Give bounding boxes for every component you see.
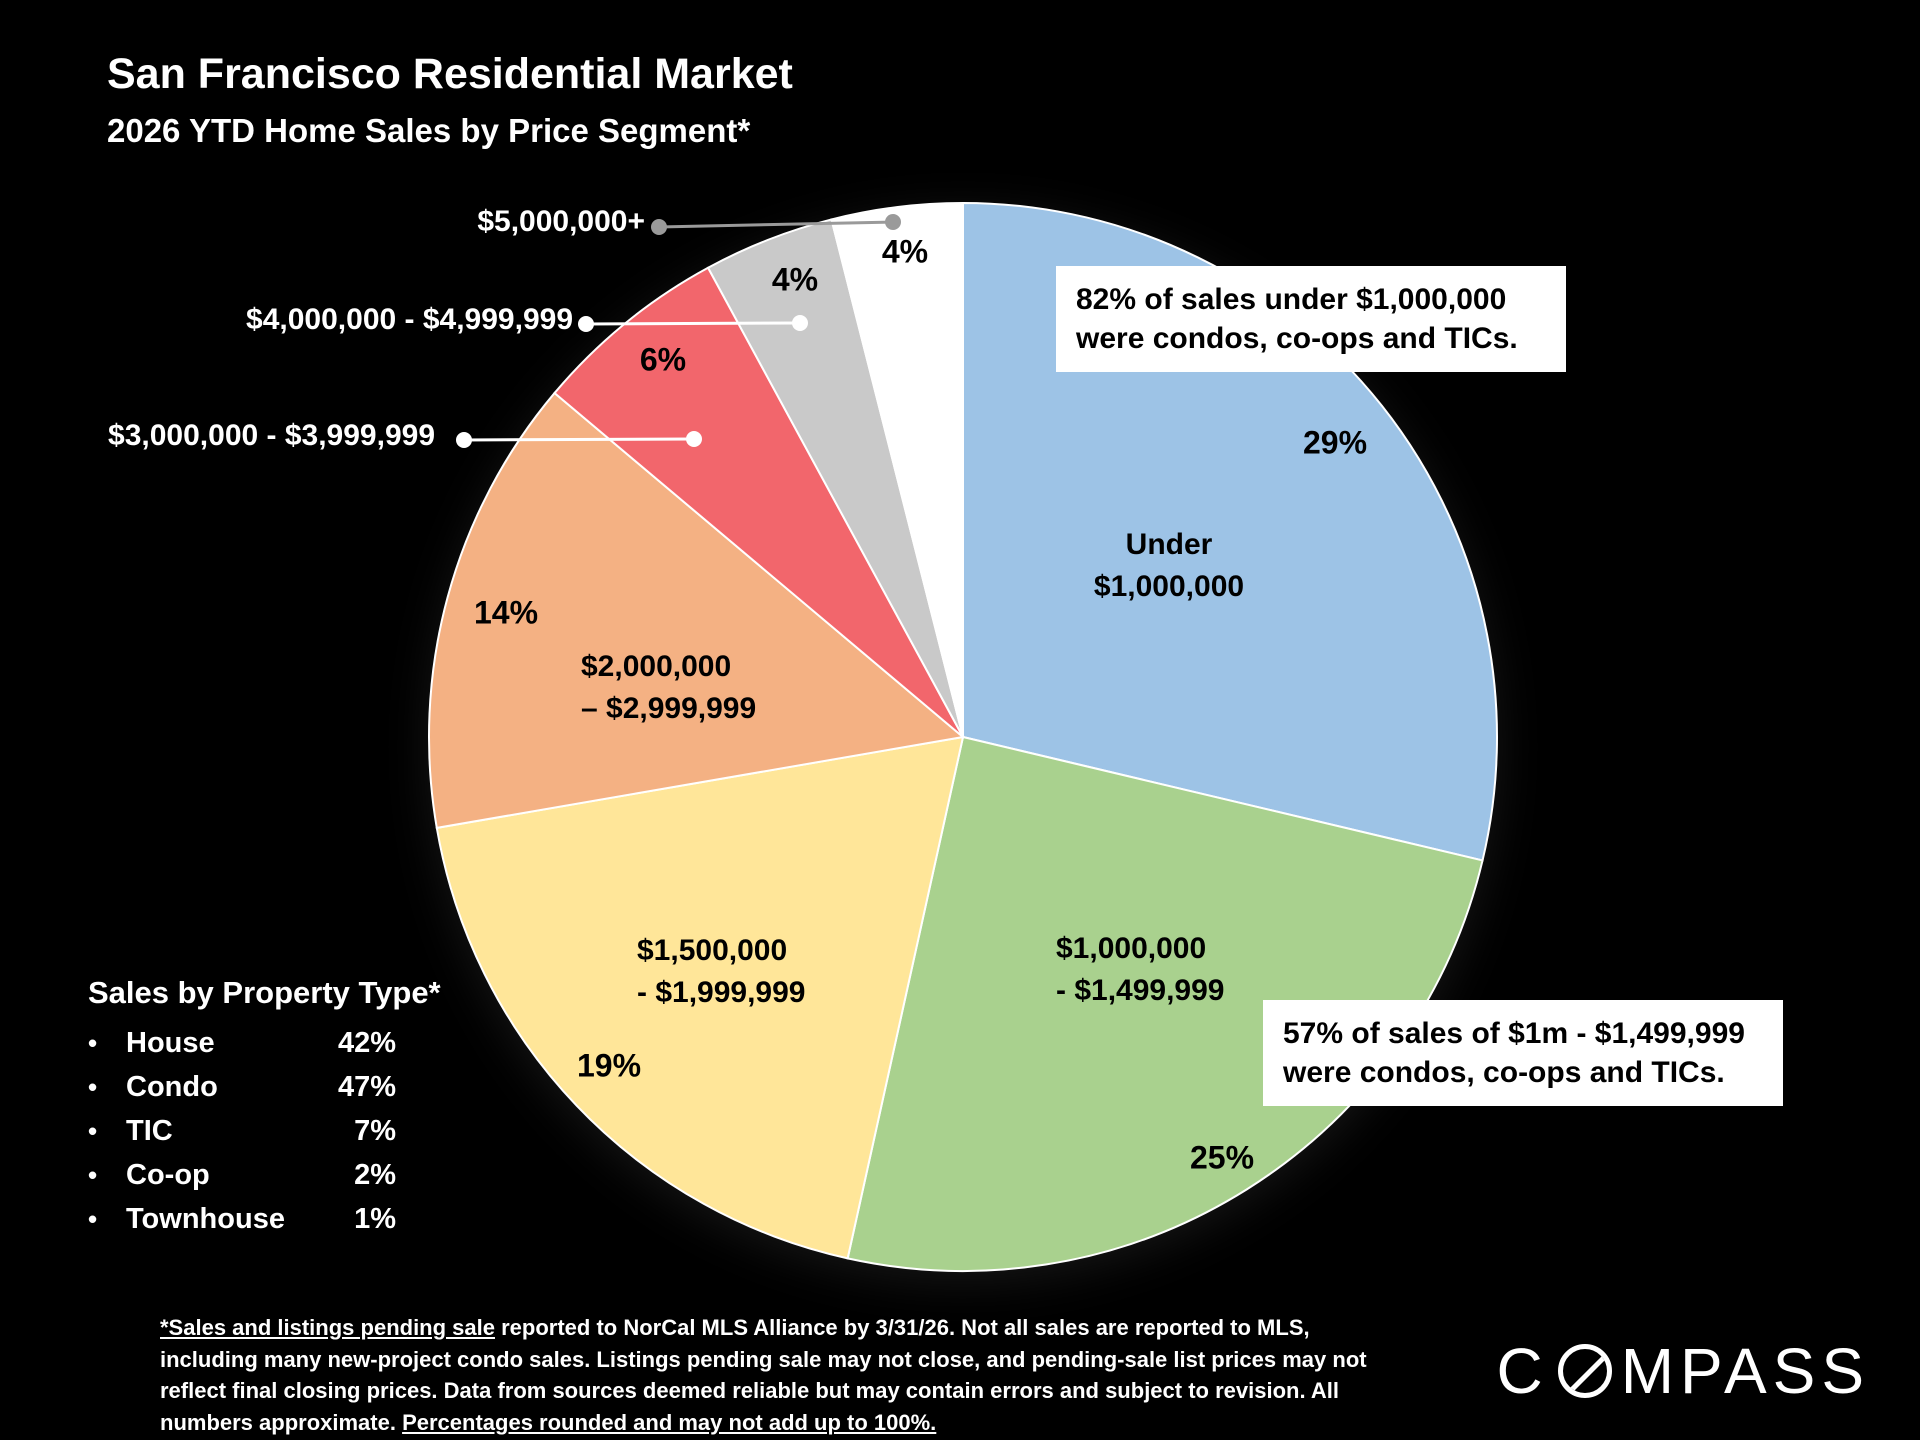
property-type-pct: 42% [337, 1027, 396, 1059]
bullet-icon: • [88, 1160, 98, 1190]
logo-text-left: C [1496, 1335, 1549, 1407]
pct-2m: 14% [473, 594, 539, 631]
property-type-item: • Condo 47% [88, 1071, 441, 1104]
pct-4m: 4% [771, 261, 819, 298]
property-type-item: • Co-op 2% [88, 1159, 441, 1192]
pct-5m: 4% [881, 233, 929, 270]
pie-chart [428, 201, 1498, 1272]
property-type-pct: 47% [337, 1071, 396, 1103]
footnote-underline-1: *Sales and listings pending sale [160, 1315, 495, 1340]
property-type-list: • House 42% • Condo 47% • TIC 7% • Co-op 2% • Townhou… [88, 1027, 441, 1236]
bullet-icon: • [88, 1028, 98, 1058]
pie-slice-2 [435, 735, 965, 1260]
pct-1-5m: 19% [576, 1047, 642, 1084]
property-type-heading: Sales by Property Type* [88, 975, 441, 1010]
property-type-item: • Townhouse 1% [88, 1203, 441, 1236]
bullet-icon: • [88, 1072, 98, 1102]
pie-slice-3 [428, 391, 966, 830]
property-type-pct: 2% [354, 1159, 396, 1191]
pct-under-1m: 29% [1302, 424, 1368, 461]
page-subtitle: 2026 YTD Home Sales by Price Segment* [107, 112, 751, 149]
property-type-name: Condo [126, 1071, 218, 1103]
property-type-item: • House 42% [88, 1027, 441, 1060]
label-3m: $3,000,000 - $3,999,999 [108, 419, 435, 452]
footnote-underline-2: Percentages rounded and may not add up t… [402, 1410, 937, 1436]
footnote: *Sales and listings pending sale reporte… [160, 1312, 1395, 1439]
slice-label-under-1m: Under $1,000,000 [1093, 528, 1245, 603]
callout-82pct: 82% of sales under $1,000,000 were condo… [1056, 266, 1566, 372]
property-type-name: Townhouse [126, 1203, 285, 1235]
property-type-pct: 7% [354, 1115, 396, 1147]
compass-needle-icon [1565, 1349, 1607, 1393]
slice-label-1m: $1,000,000 - $1,499,999 [1056, 932, 1225, 1007]
property-type-legend: Sales by Property Type* • House 42% • Condo 4… [88, 975, 441, 1247]
compass-logo: C MPASS [1496, 1334, 1870, 1408]
page-title: San Francisco Residential Market [107, 50, 793, 98]
label-4m: $4,000,000 - $4,999,999 [246, 303, 573, 336]
pct-3m: 6% [639, 341, 687, 378]
property-type-name: House [126, 1027, 215, 1059]
slice-label-1-5m: $1,500,000 - $1,999,999 [637, 934, 806, 1009]
logo-text-right: MPASS [1620, 1335, 1870, 1407]
footnote-body: reported to NorCal MLS Alliance by 3/31/… [160, 1315, 1367, 1436]
property-type-item: • TIC 7% [88, 1115, 441, 1148]
label-5m-plus: $5,000,000+ [477, 205, 645, 238]
slice-label-2m: $2,000,000 – $2,999,999 [581, 650, 757, 725]
pie-slice-1 [846, 735, 1484, 1272]
property-type-name: Co-op [126, 1159, 210, 1191]
bullet-icon: • [88, 1116, 98, 1146]
bullet-icon: • [88, 1204, 98, 1234]
property-type-name: TIC [126, 1115, 173, 1147]
compass-o-icon [1557, 1344, 1612, 1398]
pie-slice-6 [830, 201, 964, 738]
property-type-pct: 1% [354, 1203, 396, 1235]
callout-57pct: 57% of sales of $1m - $1,499,999 were co… [1263, 1000, 1783, 1106]
pct-1m: 25% [1189, 1139, 1255, 1176]
